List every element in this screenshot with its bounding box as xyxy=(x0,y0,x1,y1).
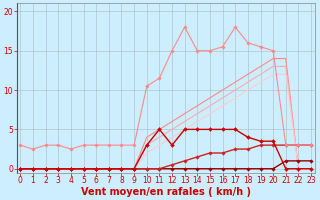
X-axis label: Vent moyen/en rafales ( km/h ): Vent moyen/en rafales ( km/h ) xyxy=(81,187,251,197)
